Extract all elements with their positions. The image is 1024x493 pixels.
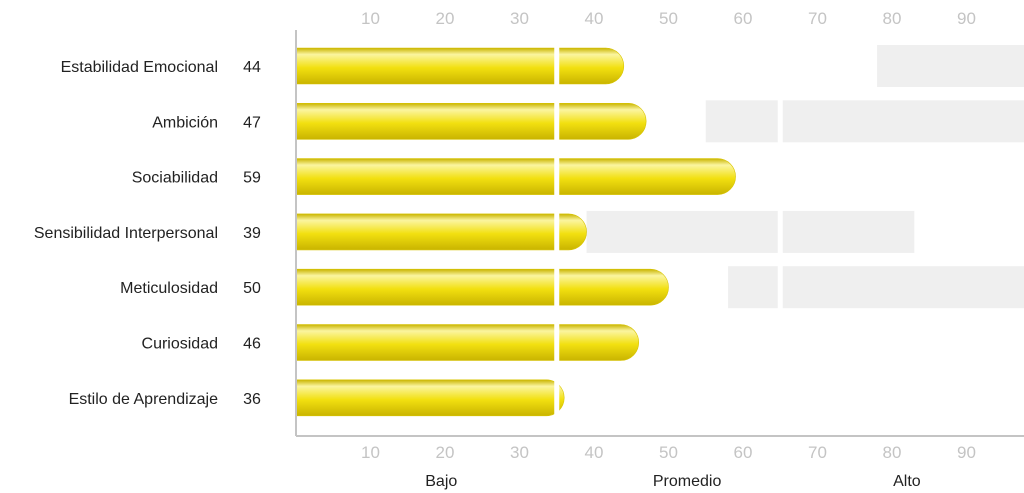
category-label: Estabilidad Emocional: [61, 59, 218, 76]
x-tick-label-top: 40: [585, 9, 604, 28]
category-label: Curiosidad: [142, 336, 218, 353]
category-label: Meticulosidad: [120, 280, 218, 297]
band-label-promedio: Promedio: [653, 473, 722, 490]
category-label: Sociabilidad: [132, 170, 218, 187]
reference-range: [705, 100, 1024, 143]
bar: [295, 213, 587, 251]
bar: [295, 47, 625, 85]
band-separators: [554, 34, 783, 432]
category-label: Sensibilidad Interpersonal: [34, 225, 218, 242]
x-tick-label-bottom: 10: [361, 443, 380, 462]
value-label: 59: [243, 170, 261, 187]
reference-range: [728, 266, 1024, 309]
bar: [295, 268, 669, 306]
band-separator: [554, 34, 560, 432]
x-tick-label-bottom: 60: [734, 443, 753, 462]
axes: 10 10 20 20 30 30 40 40 50 50 60 60 70 70 80 80 90 90: [295, 9, 1024, 462]
x-tick-label-top: 80: [883, 9, 902, 28]
value-label: 39: [243, 225, 261, 242]
x-tick-label-top: 50: [659, 9, 678, 28]
value-label: 44: [243, 59, 261, 76]
value-label: 46: [243, 336, 261, 353]
bar: [295, 158, 736, 195]
x-tick-label-top: 70: [808, 9, 827, 28]
x-tick-label-bottom: 90: [957, 443, 976, 462]
x-tick-label-top: 60: [734, 9, 753, 28]
labels: Estabilidad Emocional 44 Ambición 47 Sociabi…: [34, 59, 921, 490]
x-tick-label-top: 10: [361, 9, 380, 28]
x-tick-label-bottom: 80: [883, 443, 902, 462]
value-label: 47: [243, 114, 261, 131]
reference-range: [586, 210, 915, 253]
x-tick-label-bottom: 30: [510, 443, 529, 462]
band-label-alto: Alto: [893, 473, 921, 490]
bars: [295, 47, 736, 417]
band-label-bajo: Bajo: [425, 473, 457, 490]
x-tick-label-bottom: 40: [585, 443, 604, 462]
x-tick-label-top: 90: [957, 9, 976, 28]
reference-range: [877, 45, 1024, 87]
bar: [295, 324, 639, 361]
category-label: Ambición: [152, 114, 218, 131]
bar: [295, 379, 565, 417]
value-label: 36: [243, 391, 261, 408]
x-tick-label-top: 30: [510, 9, 529, 28]
value-label: 50: [243, 280, 261, 297]
x-tick-label-top: 20: [436, 9, 455, 28]
reference-ranges: [586, 45, 1024, 309]
band-separator: [777, 34, 783, 432]
x-tick-label-bottom: 70: [808, 443, 827, 462]
x-tick-label-bottom: 20: [436, 443, 455, 462]
bar: [295, 103, 647, 140]
x-tick-label-bottom: 50: [659, 443, 678, 462]
category-label: Estilo de Aprendizaje: [69, 391, 219, 408]
